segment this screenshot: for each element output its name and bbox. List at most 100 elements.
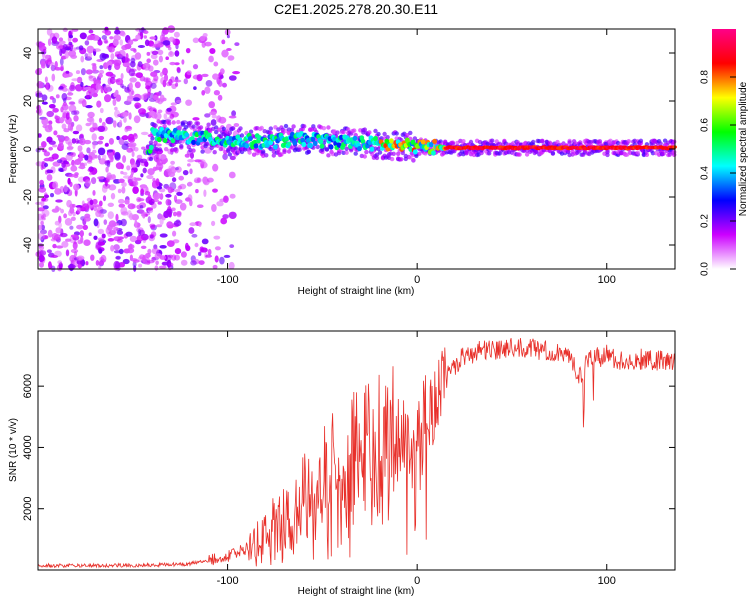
- y-tick-label: 40: [22, 47, 34, 59]
- noise-blob: [88, 232, 92, 236]
- noise-blob: [58, 215, 62, 224]
- noise-blob: [156, 186, 163, 190]
- noise-blob: [78, 100, 83, 105]
- noise-blob: [210, 119, 217, 126]
- noise-blob: [122, 155, 127, 163]
- noise-blob: [150, 53, 158, 60]
- noise-blob: [144, 191, 151, 196]
- noise-blob: [92, 63, 97, 72]
- x-tick-label: 100: [598, 575, 616, 587]
- noise-blob: [176, 211, 182, 216]
- noise-blob: [150, 82, 157, 89]
- noise-blob: [203, 189, 207, 197]
- noise-blob: [99, 65, 104, 70]
- noise-blob: [147, 216, 151, 224]
- ridge-halo: [658, 141, 663, 146]
- ridge-halo: [221, 126, 226, 131]
- noise-blob: [87, 111, 95, 118]
- ridge-halo: [373, 128, 378, 134]
- noise-blob: [134, 52, 142, 60]
- noise-blob: [159, 255, 167, 260]
- noise-blob: [163, 113, 168, 120]
- y-tick-label: 4000: [22, 435, 34, 459]
- noise-blob: [153, 94, 159, 101]
- noise-blob: [66, 199, 72, 208]
- noise-blob: [153, 59, 159, 66]
- noise-blob: [122, 171, 128, 176]
- ridge-core: [273, 144, 278, 150]
- noise-blob: [201, 73, 209, 78]
- noise-blob: [80, 55, 85, 63]
- noise-blob: [185, 48, 191, 54]
- noise-blob: [95, 260, 100, 266]
- noise-blob: [162, 40, 171, 46]
- noise-blob: [77, 157, 83, 162]
- noise-blob: [98, 261, 104, 265]
- noise-blob: [45, 82, 49, 90]
- noise-blob: [97, 154, 101, 161]
- noise-blob: [137, 61, 143, 68]
- noise-blob: [69, 207, 75, 214]
- noise-blob: [93, 218, 99, 227]
- noise-blob: [58, 37, 64, 42]
- noise-blob: [37, 207, 45, 212]
- noise-blob: [112, 226, 120, 232]
- noise-blob: [77, 145, 83, 152]
- noise-blob: [61, 241, 69, 248]
- ridge-halo: [306, 149, 311, 154]
- noise-blob: [168, 36, 175, 42]
- ridge-halo: [405, 133, 410, 138]
- noise-blob: [93, 235, 98, 240]
- noise-blob: [97, 237, 105, 242]
- ridge-halo: [382, 131, 387, 137]
- ridge-core: [412, 149, 418, 155]
- noise-blob: [107, 238, 115, 242]
- noise-blob: [223, 195, 229, 203]
- ridge-halo: [230, 126, 236, 131]
- noise-blob: [112, 38, 119, 47]
- noise-blob: [97, 176, 105, 180]
- noise-blob: [106, 149, 113, 153]
- noise-blob: [134, 102, 142, 109]
- noise-blob: [162, 67, 168, 76]
- ridge-halo: [374, 155, 380, 161]
- ridge-core: [389, 138, 394, 144]
- noise-blob: [188, 227, 195, 234]
- noise-blob: [111, 222, 120, 226]
- noise-blob: [65, 238, 72, 242]
- noise-blob: [115, 255, 121, 260]
- noise-blob: [101, 233, 106, 239]
- noise-blob: [104, 180, 108, 187]
- noise-blob: [152, 198, 159, 203]
- ridge-core: [373, 135, 378, 142]
- noise-blob: [173, 194, 178, 203]
- noise-blob: [165, 56, 169, 60]
- noise-blob: [209, 48, 216, 54]
- noise-blob: [48, 104, 56, 109]
- ridge-halo: [207, 129, 213, 134]
- noise-blob: [93, 206, 98, 212]
- noise-blob: [151, 50, 159, 55]
- ridge-halo: [524, 152, 530, 157]
- noise-blob: [199, 35, 206, 42]
- noise-blob: [176, 191, 183, 196]
- noise-blob: [83, 239, 91, 246]
- noise-blob: [40, 220, 44, 226]
- noise-blob: [159, 71, 164, 77]
- noise-blob: [208, 111, 217, 116]
- noise-blob: [173, 79, 182, 83]
- snr-ticks: -100 0 100 2000 4000 6000: [22, 331, 675, 587]
- ridge-halo: [534, 149, 539, 154]
- noise-blob: [60, 106, 64, 113]
- noise-blob: [62, 101, 67, 107]
- snr-y-axis-label: SNR (10 * v/v): [8, 418, 19, 482]
- noise-blob: [158, 153, 167, 160]
- noise-blob: [128, 142, 137, 148]
- noise-blob: [51, 36, 58, 44]
- ridge-core: [431, 150, 436, 156]
- ridge-halo: [173, 147, 178, 153]
- ridge-halo: [233, 146, 239, 151]
- noise-blob: [98, 200, 103, 207]
- noise-blob: [47, 61, 54, 66]
- noise-blob: [165, 168, 172, 172]
